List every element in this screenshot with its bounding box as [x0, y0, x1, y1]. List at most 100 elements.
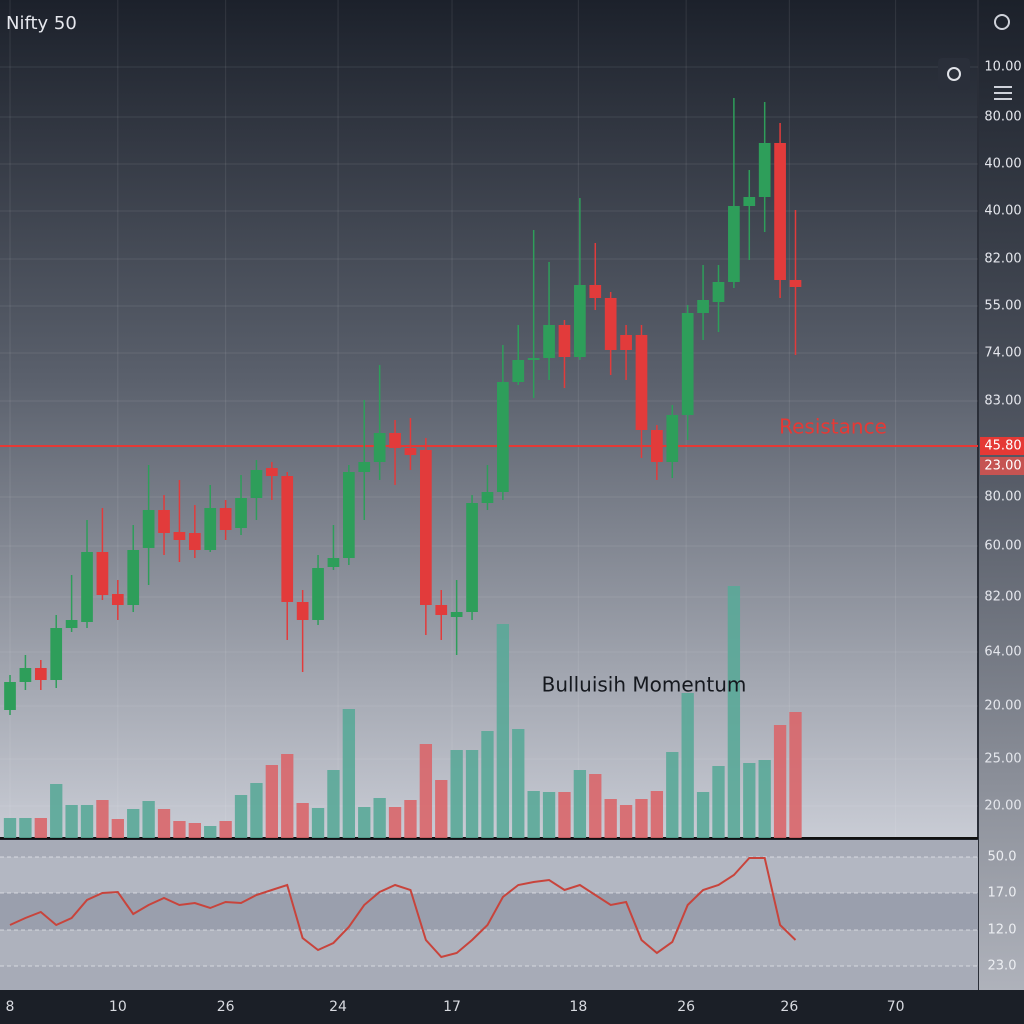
candle-body — [620, 335, 632, 350]
resistance-label: Resistance — [779, 415, 887, 439]
volume-bar — [681, 693, 694, 838]
volume-bar — [281, 754, 294, 838]
menu-icon[interactable] — [994, 86, 1012, 100]
candle-body — [296, 602, 309, 620]
oscillator-tick-label: 50.0 — [988, 850, 1017, 865]
candle-body — [373, 433, 386, 462]
candle-body — [404, 448, 417, 455]
y-tick-label: 82.00 — [984, 590, 1021, 605]
volume-bar — [142, 801, 155, 838]
time-axis — [0, 990, 1024, 1024]
y-tick-label: 60.00 — [984, 539, 1021, 554]
volume-bar — [696, 792, 710, 838]
candle-body — [204, 508, 217, 550]
candle-body — [604, 298, 617, 350]
candle-body — [789, 280, 802, 287]
candle-body — [558, 325, 571, 357]
volume-bar — [3, 818, 17, 838]
volume-bar — [204, 826, 217, 838]
oscillator-line — [9, 857, 797, 959]
volume-bar — [188, 823, 201, 838]
candle-body — [435, 605, 448, 615]
volume-bar — [388, 807, 402, 838]
oscillator-band — [0, 930, 978, 966]
reset-icon — [947, 67, 961, 81]
price-axis — [978, 0, 1024, 990]
oscillator-tick-label: 12.0 — [988, 923, 1017, 938]
candle-body — [358, 462, 371, 472]
volume-bar — [743, 763, 756, 838]
price-tag — [980, 437, 1024, 455]
x-tick-label: 70 — [887, 999, 905, 1015]
annotation: Bulluisih Momentum — [542, 673, 747, 697]
volume-bar — [404, 800, 417, 838]
volume-bar — [542, 792, 556, 838]
oscillator-band — [0, 857, 978, 893]
x-tick-label: 10 — [109, 999, 127, 1015]
y-tick-label: 83.00 — [984, 394, 1021, 409]
candle-body — [389, 433, 401, 448]
volume-bar — [589, 774, 602, 838]
volume-bar — [265, 765, 278, 838]
volume-bar — [342, 709, 356, 838]
x-tick-label: 26 — [780, 999, 798, 1015]
candle-body — [19, 668, 32, 682]
settings-icon[interactable] — [994, 14, 1010, 30]
volume-bar — [219, 821, 232, 838]
volume-bar — [311, 808, 325, 838]
candle-body — [512, 360, 525, 382]
toolbar — [938, 14, 1012, 100]
candle-body — [543, 325, 555, 358]
candle-body — [589, 285, 602, 298]
y-tick-label: 20.00 — [984, 699, 1021, 714]
volume-bar — [573, 770, 587, 838]
y-tick-label: 40.00 — [984, 157, 1021, 172]
volume-bar — [96, 800, 109, 838]
volume-bar — [157, 809, 171, 838]
candle-body — [96, 552, 109, 595]
volume-bar — [234, 795, 248, 838]
x-tick-label: 17 — [443, 999, 461, 1015]
candle-body — [265, 468, 278, 476]
x-tick-label: 26 — [677, 999, 695, 1015]
candle-body — [681, 313, 694, 415]
candle-body — [111, 594, 124, 605]
candle-body — [497, 382, 509, 492]
candle-body — [728, 206, 740, 282]
candle-body — [758, 143, 771, 197]
candle-body — [65, 620, 78, 628]
candle-body — [651, 430, 663, 462]
volume-bar — [758, 760, 771, 838]
candle-body — [774, 143, 786, 280]
volume-bar — [712, 766, 725, 838]
volume-bar — [111, 819, 124, 838]
candle-body — [697, 300, 709, 313]
volume-bar — [65, 805, 78, 838]
oscillator-tick-label: 23.0 — [988, 959, 1017, 974]
volume-bar — [80, 805, 94, 838]
volume-bar — [558, 792, 571, 838]
volume-bar — [173, 821, 186, 838]
volume-bar — [327, 770, 340, 838]
candle-body — [527, 358, 540, 360]
y-tick-label: 10.00 — [984, 60, 1021, 75]
x-tick-label: 18 — [569, 999, 587, 1015]
candle-body — [34, 668, 47, 680]
volume-bar — [19, 818, 32, 838]
candle-body — [4, 682, 16, 710]
candle-body — [450, 612, 463, 617]
volume-bar — [127, 809, 140, 838]
price-tag-label: 23.00 — [984, 459, 1021, 474]
main-panel — [0, 0, 978, 838]
volume-bar — [34, 818, 47, 838]
candle-body — [50, 628, 63, 680]
candle-body — [127, 550, 140, 605]
candle-body — [235, 498, 247, 528]
candle-body — [574, 285, 586, 357]
candle-body — [188, 533, 201, 550]
reset-button[interactable] — [938, 58, 970, 90]
volume-bar — [635, 799, 648, 838]
volume-bar — [527, 791, 540, 838]
volume-bar — [604, 799, 617, 838]
